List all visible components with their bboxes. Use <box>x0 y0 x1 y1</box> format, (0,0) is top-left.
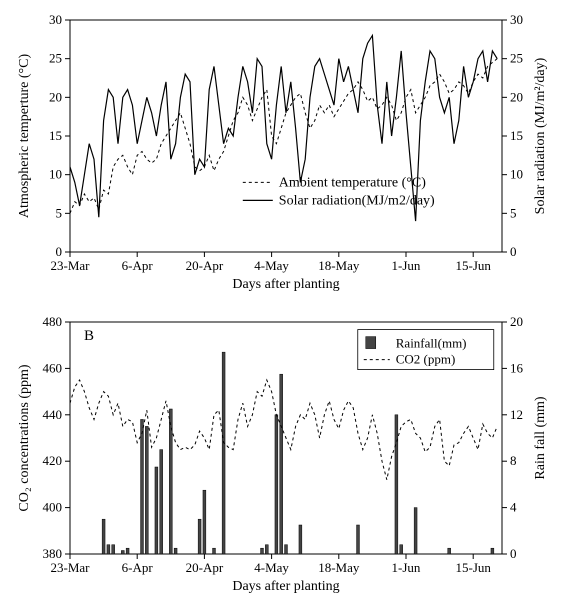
svg-text:Days after planting: Days after planting <box>232 579 339 594</box>
svg-text:8: 8 <box>510 453 517 468</box>
svg-text:6-Apr: 6-Apr <box>122 560 154 575</box>
svg-text:5: 5 <box>510 205 517 220</box>
svg-text:0: 0 <box>56 244 63 259</box>
svg-text:CO₂ concentrations (ppm): CO₂ concentrations (ppm) <box>17 364 32 512</box>
svg-text:Solar radiation(MJ/m2/day): Solar radiation(MJ/m2/day) <box>279 193 435 208</box>
svg-text:5: 5 <box>56 205 63 220</box>
svg-text:1-Jun: 1-Jun <box>392 560 421 575</box>
svg-text:20: 20 <box>510 314 523 329</box>
svg-text:Atmospheric temperture (°C): Atmospheric temperture (°C) <box>17 54 32 219</box>
svg-text:25: 25 <box>49 51 62 66</box>
svg-text:460: 460 <box>43 360 63 375</box>
svg-text:Rain fall (mm): Rain fall (mm) <box>533 396 548 480</box>
svg-text:30: 30 <box>510 12 523 27</box>
svg-text:15-Jun: 15-Jun <box>456 560 492 575</box>
svg-text:12: 12 <box>510 407 523 422</box>
svg-text:10: 10 <box>49 167 62 182</box>
svg-text:0: 0 <box>510 546 517 561</box>
svg-text:CO2 (ppm): CO2 (ppm) <box>396 352 456 367</box>
svg-text:15: 15 <box>49 128 62 143</box>
svg-text:18-May: 18-May <box>318 560 360 575</box>
svg-text:18-May: 18-May <box>318 258 360 273</box>
svg-text:4: 4 <box>510 500 517 515</box>
svg-text:15-Jun: 15-Jun <box>456 258 492 273</box>
svg-text:23-Mar: 23-Mar <box>51 560 91 575</box>
svg-text:420: 420 <box>43 453 63 468</box>
svg-text:480: 480 <box>43 314 63 329</box>
svg-text:20-Apr: 20-Apr <box>186 560 224 575</box>
svg-text:440: 440 <box>43 407 63 422</box>
svg-text:Days after planting: Days after planting <box>232 277 339 292</box>
svg-text:20: 20 <box>49 89 62 104</box>
svg-text:20-Apr: 20-Apr <box>186 258 224 273</box>
svg-text:0: 0 <box>510 244 517 259</box>
svg-text:1-Jun: 1-Jun <box>392 258 421 273</box>
svg-text:4-May: 4-May <box>254 560 289 575</box>
svg-text:400: 400 <box>43 500 63 515</box>
svg-text:Ambient temperature (°C): Ambient temperature (°C) <box>279 175 426 190</box>
svg-text:20: 20 <box>510 89 523 104</box>
svg-text:30: 30 <box>49 12 62 27</box>
svg-text:4-May: 4-May <box>254 258 289 273</box>
svg-text:6-Apr: 6-Apr <box>122 258 154 273</box>
svg-text:Rainfall(mm): Rainfall(mm) <box>396 336 467 351</box>
svg-text:16: 16 <box>510 360 524 375</box>
svg-text:23-Mar: 23-Mar <box>51 258 91 273</box>
svg-text:B: B <box>84 328 94 344</box>
svg-text:Solar radiation (MJ/m²/day): Solar radiation (MJ/m²/day) <box>533 57 548 214</box>
svg-text:380: 380 <box>43 546 63 561</box>
svg-text:15: 15 <box>510 128 523 143</box>
svg-text:10: 10 <box>510 167 523 182</box>
svg-text:25: 25 <box>510 51 523 66</box>
